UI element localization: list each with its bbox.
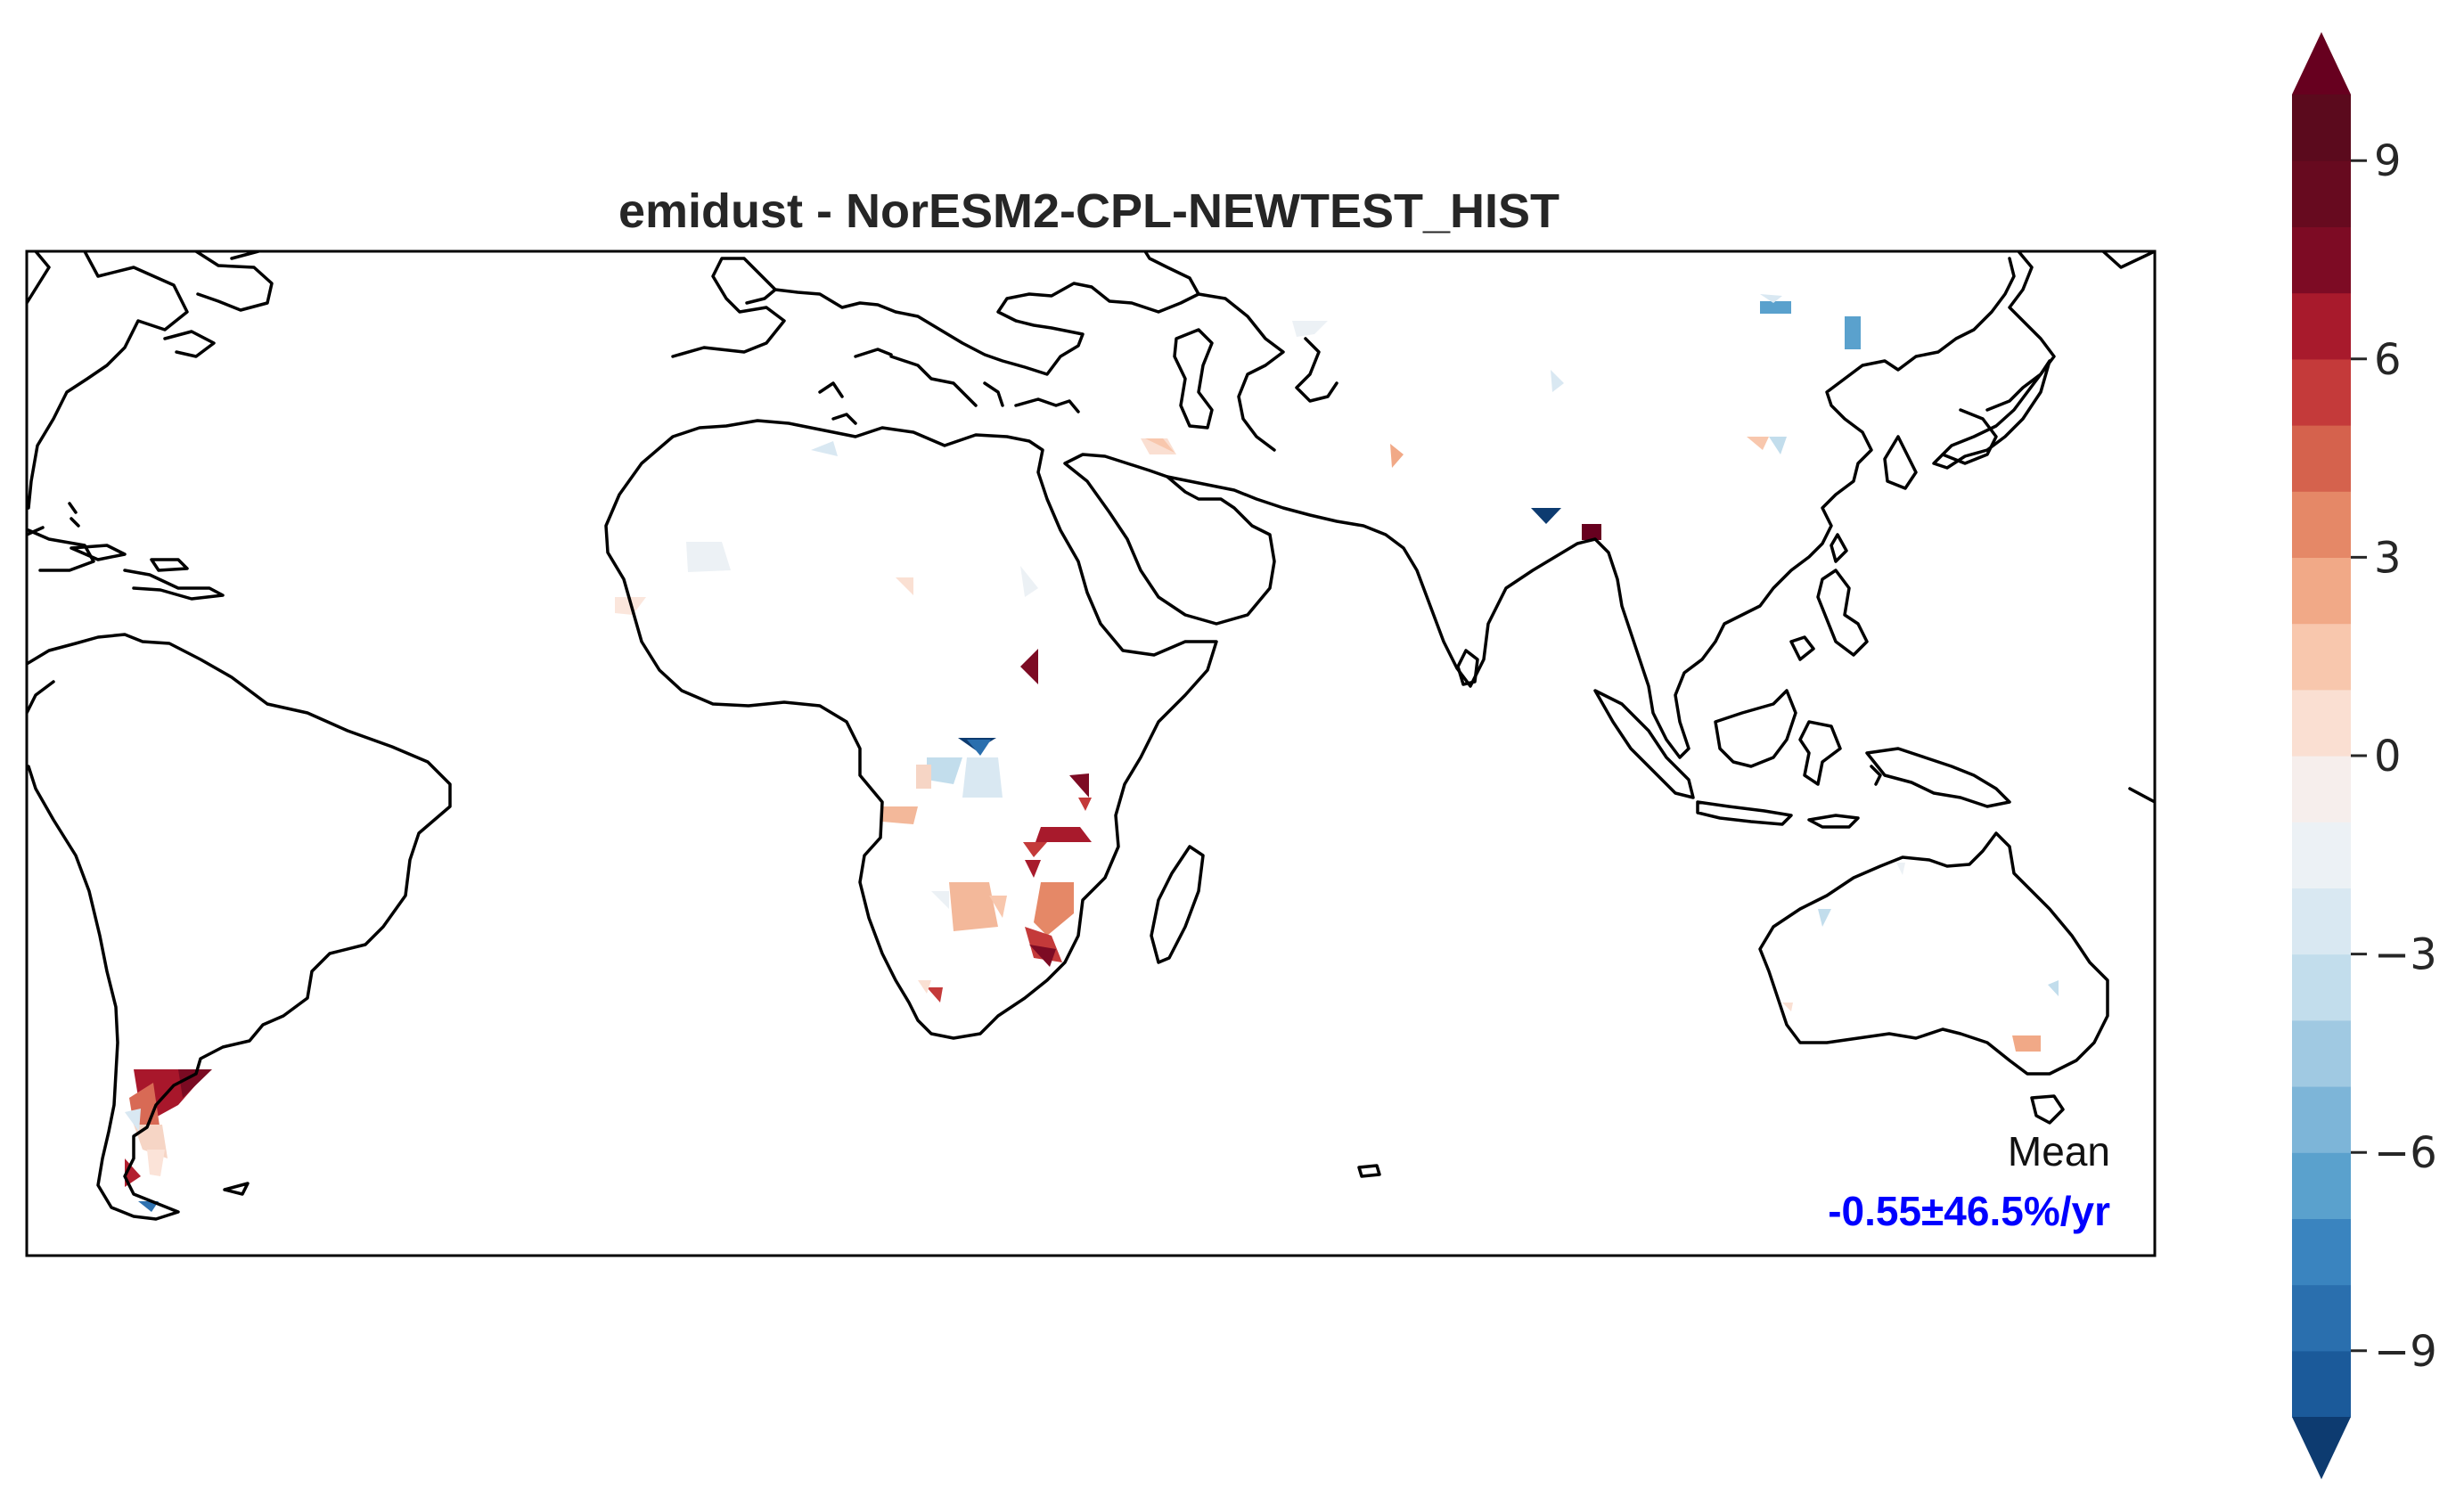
colorbar-tick-label: 9 bbox=[2374, 136, 2402, 186]
anomaly-patch bbox=[2048, 980, 2059, 996]
colorbar-segment bbox=[2292, 888, 2351, 955]
anomaly-patch bbox=[147, 1150, 165, 1176]
coastline-europe bbox=[671, 251, 1200, 425]
map-title: emidust - NorESM2-CPL-NEWTEST_HIST bbox=[618, 184, 1559, 238]
anomaly-patch bbox=[1023, 842, 1047, 857]
colorbar-ticks: 9 6 3 0 −3 −6 −9 bbox=[2351, 136, 2437, 1377]
coastline-tasmania bbox=[1357, 787, 2155, 1178]
anomaly-patch bbox=[1782, 1003, 1793, 1011]
mean-value: -0.55±46.5%/yr bbox=[1828, 1188, 2110, 1234]
coastline-indonesia bbox=[1593, 689, 2011, 829]
colorbar-segment bbox=[2292, 557, 2351, 625]
colorbar-segment bbox=[2292, 425, 2351, 492]
anomaly-patch bbox=[1025, 860, 1041, 878]
anomaly-patch bbox=[686, 542, 731, 572]
anomaly-patch bbox=[1029, 945, 1056, 967]
anomaly-patch bbox=[1069, 773, 1089, 798]
coastline-sri-lanka bbox=[1456, 649, 1479, 686]
map-frame bbox=[25, 250, 2157, 1257]
colorbar-over-arrow bbox=[2292, 32, 2351, 94]
anomaly-patch bbox=[896, 577, 913, 595]
coastline-japan bbox=[1883, 359, 2051, 490]
colorbar-segment bbox=[2292, 358, 2351, 426]
anomaly-patch bbox=[927, 757, 962, 784]
anomaly-patch bbox=[1020, 649, 1038, 684]
coastline-caribbean bbox=[68, 502, 189, 572]
coastline-africa bbox=[604, 419, 1218, 1040]
anomaly-patch bbox=[927, 987, 943, 1003]
anomaly-patch bbox=[882, 806, 918, 824]
anomaly-patch bbox=[1896, 863, 1905, 875]
colorbar-segment bbox=[2292, 623, 2351, 691]
anomaly-patch bbox=[811, 441, 838, 456]
colorbar-segment bbox=[2292, 1152, 2351, 1219]
colorbar-segment bbox=[2292, 1350, 2351, 1418]
map-background bbox=[27, 251, 2155, 1256]
colorbar-segment bbox=[2292, 1218, 2351, 1286]
anomaly-patch bbox=[1145, 438, 1175, 453]
anomaly-patch bbox=[178, 1069, 212, 1098]
anomaly-patch bbox=[962, 757, 1003, 798]
coastlines bbox=[27, 251, 2155, 1221]
coastline-madagascar bbox=[1150, 845, 1205, 964]
anomaly-patch bbox=[931, 891, 949, 909]
colorbar-segment bbox=[2292, 491, 2351, 558]
colorbar-segment bbox=[2292, 689, 2351, 757]
colorbar: 9 6 3 0 −3 −6 −9 bbox=[2292, 32, 2437, 1479]
colorbar-under-arrow bbox=[2292, 1417, 2351, 1479]
coastline-philippines bbox=[1789, 533, 1869, 661]
colorbar-segment bbox=[2292, 954, 2351, 1021]
colorbar-segment bbox=[2292, 1019, 2351, 1087]
colorbar-segment bbox=[2292, 160, 2351, 227]
anomaly-patch bbox=[916, 765, 931, 789]
anomaly-patches bbox=[125, 294, 2059, 1212]
anomaly-patch bbox=[1292, 321, 1328, 337]
anomaly-patch bbox=[1078, 798, 1092, 811]
coastline-north-america bbox=[27, 251, 274, 601]
anomaly-patch bbox=[967, 740, 991, 756]
coastline-caspian bbox=[1173, 328, 1214, 430]
colorbar-segment bbox=[2292, 1284, 2351, 1352]
anomaly-patch bbox=[125, 1109, 141, 1132]
anomaly-patch bbox=[1760, 294, 1782, 303]
coastline-australia bbox=[1758, 831, 2109, 1076]
colorbar-tick-label: 0 bbox=[2374, 732, 2402, 782]
coastline-south-america bbox=[27, 633, 452, 1221]
colorbar-segment bbox=[2292, 226, 2351, 294]
anomaly-patch bbox=[1760, 301, 1791, 314]
anomaly-patch bbox=[1531, 508, 1561, 524]
anomaly-patch bbox=[138, 1201, 159, 1212]
mean-label: Mean bbox=[2008, 1128, 2110, 1175]
colorbar-segments bbox=[2292, 94, 2351, 1418]
anomaly-patch bbox=[1390, 444, 1404, 468]
colorbar-tick-label: −9 bbox=[2374, 1327, 2437, 1377]
anomaly-patch bbox=[1769, 437, 1787, 454]
anomaly-patch bbox=[1582, 524, 1601, 540]
colorbar-tick-label: 3 bbox=[2374, 533, 2402, 583]
anomaly-patch bbox=[1747, 437, 1769, 450]
colorbar-segment bbox=[2292, 292, 2351, 360]
colorbar-segment bbox=[2292, 756, 2351, 823]
anomaly-patch bbox=[989, 896, 1007, 918]
anomaly-patch bbox=[918, 980, 931, 994]
colorbar-segment bbox=[2292, 94, 2351, 161]
colorbar-tick-label: 6 bbox=[2374, 335, 2402, 385]
anomaly-patch bbox=[1818, 909, 1831, 927]
anomaly-patch bbox=[1551, 370, 1564, 392]
colorbar-segment bbox=[2292, 822, 2351, 888]
anomaly-patch bbox=[1845, 316, 1861, 349]
colorbar-tick-label: −6 bbox=[2374, 1128, 2437, 1178]
anomaly-patch bbox=[949, 882, 998, 931]
coastline-arabia bbox=[1063, 453, 1276, 626]
anomaly-patch bbox=[1141, 438, 1176, 454]
anomaly-patch bbox=[2012, 1035, 2041, 1052]
anomaly-patch bbox=[1020, 566, 1038, 597]
colorbar-segment bbox=[2292, 1086, 2351, 1153]
anomaly-patch bbox=[1036, 827, 1092, 842]
colorbar-tick-label: −3 bbox=[2374, 930, 2437, 980]
anomaly-patch bbox=[1034, 882, 1074, 936]
map-panel: Mean -0.55±46.5%/yr bbox=[25, 250, 2157, 1257]
